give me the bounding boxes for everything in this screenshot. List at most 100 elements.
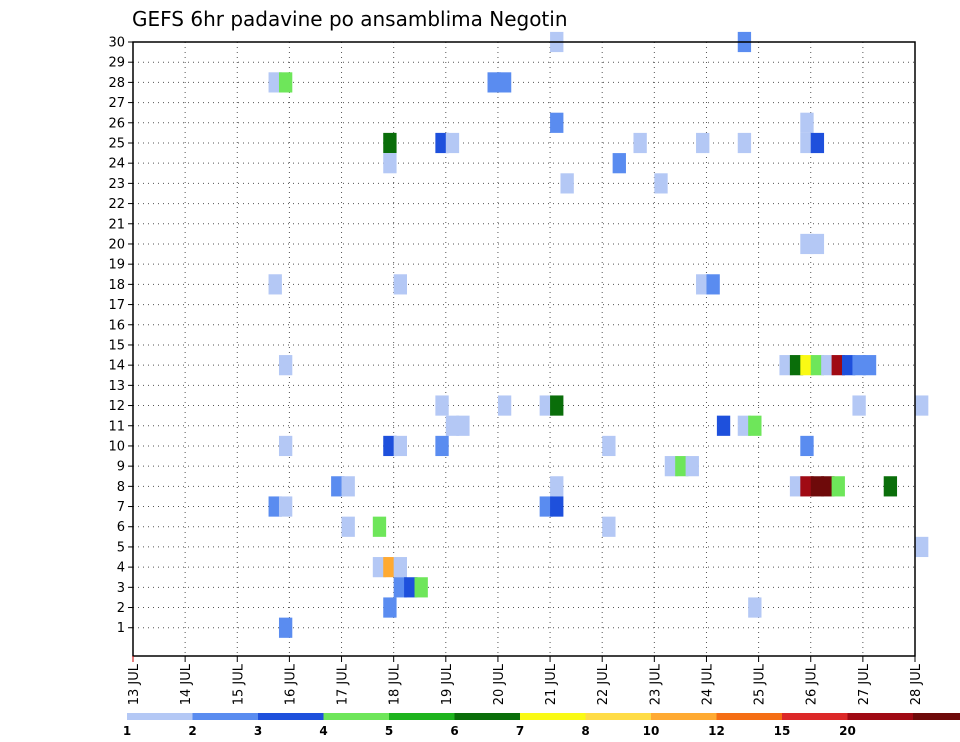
heatmap-cell bbox=[654, 173, 668, 194]
heatmap-cell bbox=[497, 395, 512, 416]
y-tick-label: 25 bbox=[108, 136, 125, 151]
heatmap-cell bbox=[789, 355, 804, 376]
y-tick-label: 13 bbox=[108, 379, 125, 394]
x-tick-label: 19 JUL bbox=[440, 663, 455, 705]
heatmap-cell bbox=[497, 72, 512, 93]
y-tick-label: 18 bbox=[108, 278, 125, 293]
heatmap-cell bbox=[915, 536, 929, 558]
heatmap-cell bbox=[393, 557, 407, 578]
heatmap-cell bbox=[602, 516, 616, 537]
grid-lines bbox=[133, 41, 915, 656]
colorbar: 1 2 3 4 5 6 7 8 10 12 15 20 bbox=[123, 713, 960, 738]
heatmap-cell bbox=[612, 153, 626, 174]
y-tick-label: 23 bbox=[108, 177, 125, 192]
heatmap-cell bbox=[268, 496, 282, 517]
y-tick-label: 5 bbox=[117, 540, 125, 555]
heatmap-cell bbox=[383, 557, 397, 578]
x-tick-label: 18 JUL bbox=[388, 663, 403, 705]
colorbar-label: 5 bbox=[385, 724, 393, 738]
plot-frame bbox=[132, 41, 916, 657]
y-tick-label: 21 bbox=[108, 217, 125, 232]
heatmap-cell bbox=[810, 355, 825, 376]
colorbar-label: 20 bbox=[839, 724, 856, 738]
heatmap-cell bbox=[800, 355, 814, 376]
heatmap-cell bbox=[341, 476, 355, 497]
heatmap-cell bbox=[560, 173, 574, 194]
colorbar-label: 15 bbox=[774, 724, 791, 738]
heatmap-cell bbox=[842, 355, 856, 376]
heatmap-cell bbox=[487, 72, 501, 93]
heatmap-cell bbox=[383, 597, 397, 618]
heatmap-cell bbox=[696, 274, 710, 295]
heatmap-cell bbox=[633, 132, 647, 154]
heatmap-cell bbox=[737, 132, 752, 154]
colorbar-label: 1 bbox=[123, 724, 131, 738]
heatmap-cell bbox=[696, 132, 710, 154]
heatmap-cell bbox=[737, 415, 752, 436]
x-tick-label: 22 JUL bbox=[596, 663, 611, 705]
y-tick-label: 26 bbox=[108, 116, 125, 131]
y-tick-label: 16 bbox=[108, 318, 125, 333]
colorbar-segment bbox=[258, 713, 324, 720]
y-tick-label: 19 bbox=[108, 258, 125, 273]
heatmap-cell bbox=[685, 456, 699, 477]
heatmap-cell bbox=[550, 496, 564, 517]
colorbar-label: 8 bbox=[581, 724, 589, 738]
y-tick-label: 14 bbox=[108, 359, 125, 374]
y-tick-label: 12 bbox=[108, 399, 125, 414]
x-tick-label: 25 JUL bbox=[753, 663, 768, 705]
heatmap-cell bbox=[456, 415, 470, 436]
heatmap-cell bbox=[675, 456, 689, 477]
heatmap-cell bbox=[706, 274, 720, 295]
y-axis-ticks: 1234567891011121314151617181920212223242… bbox=[108, 36, 133, 636]
colorbar-segment bbox=[913, 713, 960, 720]
y-tick-label: 11 bbox=[108, 419, 125, 434]
heatmap-cell bbox=[800, 132, 814, 154]
heatmap-cell bbox=[404, 577, 418, 598]
heatmap-cell bbox=[748, 415, 762, 436]
heatmap-cell bbox=[810, 476, 825, 497]
y-tick-label: 27 bbox=[108, 96, 125, 111]
chart-title: GEFS 6hr padavine po ansamblima Negotin bbox=[132, 7, 568, 31]
y-tick-label: 6 bbox=[117, 520, 125, 535]
colorbar-segment bbox=[454, 713, 521, 720]
y-tick-label: 24 bbox=[108, 157, 125, 172]
heatmap-cell bbox=[268, 72, 282, 93]
heatmap-cell bbox=[539, 496, 553, 517]
heatmap-cell bbox=[862, 355, 877, 376]
y-tick-label: 3 bbox=[117, 581, 125, 596]
heatmap-cell bbox=[748, 597, 762, 618]
heatmap-cell bbox=[278, 496, 293, 517]
heatmap-cell bbox=[852, 355, 866, 376]
heatmap-cell bbox=[664, 456, 679, 477]
heatmap-cell bbox=[915, 395, 929, 416]
heatmap-cell bbox=[278, 617, 293, 638]
heatmap-cell bbox=[821, 476, 835, 497]
y-tick-label: 29 bbox=[108, 56, 125, 71]
y-tick-label: 1 bbox=[117, 621, 125, 636]
heatmap-cell bbox=[779, 355, 793, 376]
x-tick-label: 24 JUL bbox=[700, 663, 715, 705]
y-tick-label: 20 bbox=[108, 237, 125, 252]
colorbar-segment bbox=[520, 713, 586, 720]
colorbar-segment bbox=[716, 713, 783, 720]
heatmap-cell bbox=[550, 395, 564, 416]
x-tick-label: 13 JUL bbox=[127, 663, 142, 705]
x-tick-label: 17 JUL bbox=[336, 663, 351, 705]
heatmap-cell bbox=[810, 132, 825, 154]
heatmap-cell bbox=[883, 476, 898, 497]
colorbar-label: 2 bbox=[188, 724, 196, 738]
colorbar-segment bbox=[389, 713, 455, 720]
heatmap-cell bbox=[789, 476, 804, 497]
x-tick-label: 21 JUL bbox=[544, 663, 559, 705]
x-tick-label: 15 JUL bbox=[231, 663, 246, 705]
heatmap-cell bbox=[278, 355, 293, 376]
y-tick-label: 10 bbox=[108, 439, 125, 454]
x-tick-label: 14 JUL bbox=[179, 663, 194, 705]
y-tick-label: 22 bbox=[108, 197, 125, 212]
y-tick-label: 7 bbox=[117, 500, 125, 515]
heatmap-cell bbox=[831, 355, 845, 376]
heatmap-cell bbox=[414, 577, 428, 598]
y-tick-label: 4 bbox=[117, 561, 125, 576]
heatmap-cell bbox=[435, 395, 449, 416]
